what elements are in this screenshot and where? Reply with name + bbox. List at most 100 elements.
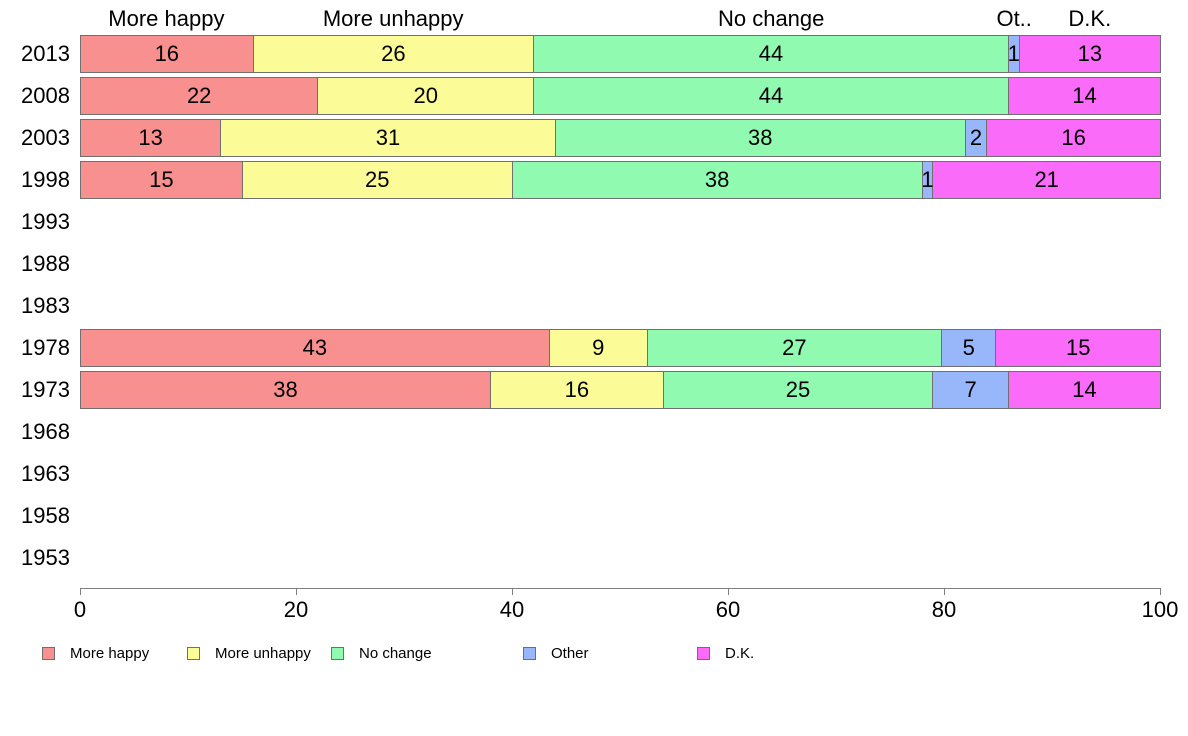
bar-row: 22 20 44 14 (80, 77, 1161, 115)
legend-item: No change (331, 644, 432, 662)
segment-value-label: 20 (413, 83, 439, 108)
y-axis-category-label: 1958 (21, 503, 70, 528)
legend-swatch-icon (523, 646, 536, 660)
y-axis-category-label: 1973 (21, 377, 70, 402)
segment-value-label: 38 (704, 167, 730, 192)
legend-label: Other (551, 644, 589, 662)
legend-label: More unhappy (215, 644, 311, 662)
legend-swatch-icon (331, 646, 344, 660)
x-axis-tick (1160, 588, 1161, 595)
segment-value-label: 38 (273, 377, 298, 402)
segment-value-label: 13 (1077, 41, 1103, 66)
bar-segment-more-unhappy: 26 (253, 36, 535, 72)
segment-value-label: 25 (785, 377, 811, 402)
segment-value-label: 43 (302, 335, 328, 360)
segment-value-label: 31 (375, 125, 401, 150)
x-axis-tick-label: 100 (1141, 597, 1179, 622)
x-axis-tick (512, 588, 513, 595)
legend-label: More happy (70, 644, 150, 662)
y-axis-category-label: 1978 (21, 335, 70, 360)
segment-value-label: 14 (1072, 83, 1097, 108)
column-header: Ot.. (996, 6, 1032, 31)
bar-segment-d-k: 15 (996, 330, 1160, 366)
bar-row: 43 9 27 5 15 (80, 329, 1161, 367)
bar-segment-no-change: 44 (534, 78, 1009, 114)
segment-value-label: 15 (1065, 335, 1091, 360)
bar-row: 15 25 38 1 21 (80, 161, 1161, 199)
bar-segment-no-change: 38 (512, 162, 923, 198)
segment-value-label: 9 (592, 335, 605, 360)
legend-swatch-icon (187, 646, 200, 660)
y-axis-category-label: 1983 (21, 293, 70, 318)
segment-value-label: 25 (364, 167, 390, 192)
y-axis-category-label: 1953 (21, 545, 70, 570)
bar-segment-more-happy: 15 (81, 162, 243, 198)
y-axis-category-label: 1968 (21, 419, 70, 444)
bar-segment-more-happy: 16 (81, 36, 254, 72)
bar-row: 38 16 25 7 14 (80, 371, 1161, 409)
x-axis-tick-label: 0 (73, 597, 87, 622)
bar-segment-no-change: 27 (647, 330, 942, 366)
x-axis-line (80, 588, 1161, 589)
segment-value-label: 15 (149, 167, 174, 192)
legend-item: More unhappy (187, 644, 311, 662)
legend-item: Other (523, 644, 589, 662)
bar-segment-d-k: 21 (933, 162, 1160, 198)
x-axis-tick (728, 588, 729, 595)
segment-value-label: 44 (758, 41, 784, 66)
legend-item: More happy (42, 644, 149, 662)
segment-value-label: 27 (782, 335, 807, 360)
y-axis-category-label: 1963 (21, 461, 70, 486)
bar-segment-d-k: 13 (1019, 36, 1160, 72)
x-axis-tick-label: 80 (931, 597, 957, 622)
bar-segment-d-k: 16 (987, 120, 1160, 156)
y-axis-category-label: 2008 (21, 83, 70, 108)
bar-segment-no-change: 44 (534, 36, 1009, 72)
x-axis-tick-label: 40 (499, 597, 525, 622)
bar-segment-more-unhappy: 20 (318, 78, 535, 114)
bar-segment-other: 7 (933, 372, 1009, 408)
bar-segment-other: 1 (921, 162, 934, 198)
x-axis-tick (80, 588, 81, 595)
segment-value-label: 16 (1061, 125, 1086, 150)
column-header: More unhappy (322, 6, 464, 31)
x-axis-tick-label: 20 (283, 597, 309, 622)
legend-label: No change (359, 644, 432, 662)
column-header: More happy (108, 6, 225, 31)
bar-segment-other: 5 (942, 330, 997, 366)
y-axis-category-label: 2013 (21, 41, 70, 66)
segment-value-label: 16 (564, 377, 590, 402)
x-axis-tick-label: 60 (715, 597, 741, 622)
segment-value-label: 26 (381, 41, 406, 66)
segment-value-label: 2 (969, 125, 983, 150)
bar-segment-more-unhappy: 25 (242, 162, 513, 198)
bar-segment-d-k: 14 (1008, 78, 1160, 114)
legend-swatch-icon (697, 646, 710, 660)
x-axis-tick (296, 588, 297, 595)
segment-value-label: 38 (748, 125, 773, 150)
legend-swatch-icon (42, 646, 55, 660)
segment-value-label: 22 (186, 83, 212, 108)
column-header: No change (717, 6, 825, 31)
column-header: D.K. (1068, 6, 1112, 31)
bar-segment-more-unhappy: 31 (221, 120, 556, 156)
y-axis-category-label: 1988 (21, 251, 70, 276)
y-axis-category-label: 2003 (21, 125, 70, 150)
bar-segment-other: 2 (965, 120, 988, 156)
segment-value-label: 5 (962, 335, 975, 360)
bar-segment-d-k: 14 (1008, 372, 1160, 408)
segment-value-label: 13 (138, 125, 163, 150)
segment-value-label: 1 (921, 167, 934, 192)
legend-item: D.K. (697, 644, 754, 662)
x-axis-tick (944, 588, 945, 595)
bar-segment-more-unhappy: 9 (549, 330, 648, 366)
segment-value-label: 21 (1034, 167, 1059, 192)
bar-segment-no-change: 38 (555, 120, 966, 156)
bar-segment-other: 1 (1008, 36, 1020, 72)
bar-segment-more-unhappy: 16 (491, 372, 664, 408)
bar-segment-more-happy: 43 (81, 330, 550, 366)
segment-value-label: 7 (964, 377, 977, 402)
y-axis-category-label: 1998 (21, 167, 70, 192)
bar-row: 16 26 44 1 13 (80, 35, 1161, 73)
